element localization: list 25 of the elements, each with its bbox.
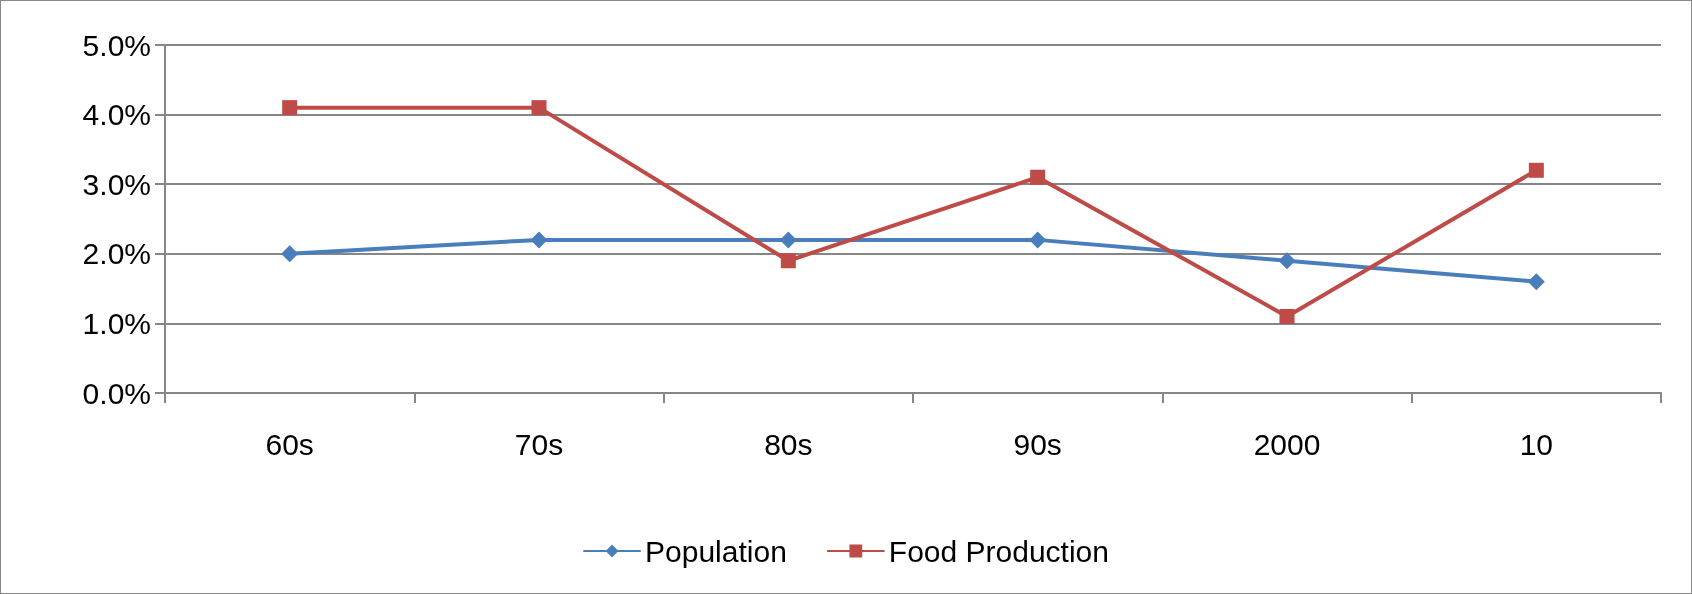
x-tick-label: 10 <box>1519 427 1554 461</box>
y-tick-label: 3.0% <box>82 167 151 201</box>
x-tick-label: 80s <box>764 427 813 461</box>
x-tick-label: 2000 <box>1253 427 1321 461</box>
y-tick-label: 5.0% <box>82 28 151 62</box>
point <box>282 100 298 116</box>
point <box>530 231 548 249</box>
x-tick-label: 90s <box>1013 427 1062 461</box>
point <box>1278 252 1296 270</box>
x-tick-label: 70s <box>514 427 564 461</box>
point <box>1279 308 1295 324</box>
y-tick-label: 0.0% <box>82 376 151 410</box>
point <box>1029 231 1047 249</box>
point <box>1528 162 1544 178</box>
y-tick-label: 2.0% <box>82 237 151 271</box>
point <box>780 253 796 269</box>
y-tick-label: 4.0% <box>82 98 151 132</box>
point <box>281 245 299 263</box>
x-tick-label: 60s <box>265 427 314 461</box>
legend-label: Food Production <box>888 534 1109 568</box>
y-tick-label: 1.0% <box>82 306 151 340</box>
legend-label: Population <box>645 534 787 568</box>
point <box>1527 273 1545 291</box>
point <box>1030 169 1046 185</box>
point <box>531 100 547 116</box>
